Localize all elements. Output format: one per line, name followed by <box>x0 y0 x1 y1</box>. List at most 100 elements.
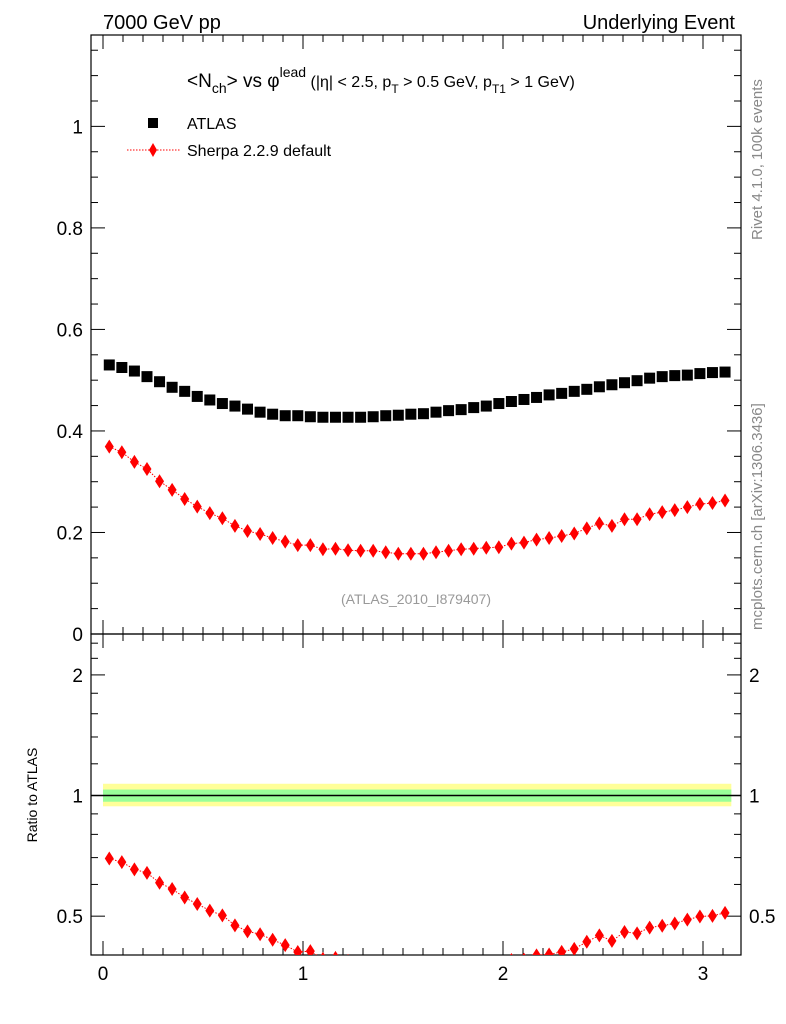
atlas-point <box>694 368 706 380</box>
sherpa-point <box>293 538 303 553</box>
atlas-point <box>141 371 153 383</box>
atlas-point <box>518 393 530 405</box>
sherpa-point <box>494 540 504 555</box>
atlas-point <box>216 398 228 410</box>
sherpa-point <box>557 529 567 544</box>
legend-label-atlas: ATLAS <box>187 116 237 133</box>
legend-square-marker-icon <box>148 118 158 128</box>
sherpa-point <box>104 439 114 454</box>
sherpa-point <box>393 546 403 561</box>
atlas-point <box>116 361 128 373</box>
y-tick-label: 0.8 <box>57 219 83 240</box>
x-tick-label: 3 <box>698 964 709 985</box>
atlas-point <box>292 410 304 422</box>
sherpa-point <box>645 507 655 522</box>
legend-label-sherpa: Sherpa 2.2.9 default <box>187 143 332 160</box>
atlas-point <box>669 370 681 382</box>
ratio-point <box>544 947 554 955</box>
rivet-label: Rivet 4.1.0, 100k events <box>749 79 766 240</box>
ratio-point <box>205 903 215 918</box>
atlas-point <box>103 359 115 371</box>
ratio-point <box>104 851 114 866</box>
atlas-point <box>179 385 191 397</box>
sherpa-point <box>305 538 315 553</box>
sherpa-point <box>532 532 542 547</box>
x-tick-label: 2 <box>498 964 509 985</box>
atlas-point <box>317 411 329 423</box>
atlas-point <box>355 411 367 423</box>
atlas-point <box>417 408 429 420</box>
ratio-point <box>582 934 592 949</box>
ratio-point <box>432 962 441 976</box>
ratio-point <box>522 952 526 955</box>
ratio-point <box>369 955 378 969</box>
atlas-point <box>606 379 618 391</box>
legend-diamond-marker-icon <box>149 143 157 157</box>
sherpa-point <box>594 516 604 531</box>
main-plot: 0 0.2 0.4 0.6 0.8 1 <box>57 34 742 955</box>
ratio-y-tick-label-right: 1 <box>749 787 760 808</box>
ratio-point <box>305 944 315 955</box>
ratio-frame <box>90 633 742 956</box>
atlas-point <box>593 381 605 393</box>
ratio-point <box>117 855 127 870</box>
sherpa-point <box>142 462 152 477</box>
atlas-point <box>505 396 517 408</box>
x-tick-label: 0 <box>98 964 109 985</box>
sherpa-point <box>695 497 705 512</box>
sherpa-line <box>109 446 726 555</box>
sherpa-point <box>243 523 253 538</box>
atlas-point <box>304 411 316 423</box>
ratio-point <box>280 938 290 953</box>
sherpa-point <box>268 531 278 546</box>
ratio-y-tick-label-right: 2 <box>749 666 760 687</box>
sherpa-point <box>180 491 190 506</box>
sherpa-point <box>117 445 127 460</box>
ratio-point <box>268 932 278 947</box>
sherpa-point <box>720 493 730 508</box>
atlas-point <box>619 377 631 389</box>
ratio-point <box>620 924 630 939</box>
sherpa-point <box>255 526 265 541</box>
ratio-point <box>482 958 491 972</box>
sherpa-point <box>670 503 680 518</box>
atlas-point <box>405 408 417 420</box>
sherpa-point <box>280 534 290 549</box>
atlas-point <box>556 387 568 399</box>
mcplots-label: mcplots.cern.ch [arXiv:1306.3436] <box>749 403 766 630</box>
sherpa-point <box>632 512 642 527</box>
sherpa-point <box>330 541 340 556</box>
atlas-point <box>166 381 178 393</box>
atlas-point <box>267 408 279 420</box>
atlas-point <box>443 405 455 417</box>
sherpa-point <box>217 511 227 526</box>
x-tick-label: 1 <box>298 964 309 985</box>
atlas-point <box>128 365 140 377</box>
ratio-point <box>243 924 253 939</box>
ratio-point <box>230 918 240 933</box>
sherpa-point <box>582 521 592 536</box>
atlas-point <box>581 383 593 395</box>
header-right: Underlying Event <box>583 12 736 34</box>
ratio-point <box>557 944 567 955</box>
atlas-point <box>681 369 693 381</box>
sherpa-point <box>469 541 479 556</box>
sherpa-point <box>607 518 617 533</box>
ratio-point <box>707 908 717 923</box>
atlas-point <box>191 390 203 402</box>
sherpa-point <box>456 542 466 557</box>
sherpa-point <box>356 543 366 558</box>
ratio-y-tick-label: 2 <box>72 666 83 687</box>
sherpa-point <box>343 543 353 558</box>
atlas-point <box>392 409 404 421</box>
sherpa-point <box>519 535 529 550</box>
atlas-point <box>656 371 668 383</box>
atlas-point <box>367 411 379 423</box>
ratio-point <box>419 964 428 978</box>
ratio-point <box>569 941 579 955</box>
sherpa-point <box>167 482 177 497</box>
ratio-plot: 0 1 2 3 0.5 0.5 1 1 2 2 <box>57 633 775 985</box>
atlas-point <box>342 411 354 423</box>
ratio-y-tick-label: 0.5 <box>57 907 83 928</box>
